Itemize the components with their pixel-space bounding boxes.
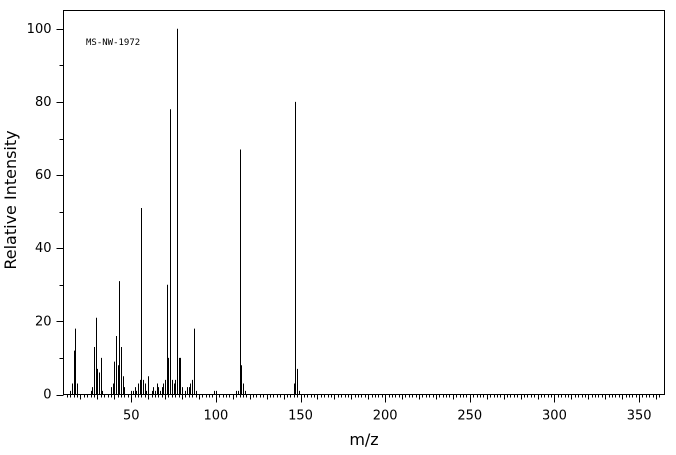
- x-tick-label: 150: [288, 409, 313, 424]
- y-ticks-layer: 0 20 40 60 80 100: [27, 22, 64, 403]
- x-tick-label: 100: [203, 409, 228, 424]
- x-tick-label: 200: [373, 409, 398, 424]
- y-tick-label: 60: [35, 168, 52, 183]
- x-ticks-layer: 50 100 150 200 250 300 350: [67, 394, 660, 424]
- x-tick-label: 50: [123, 409, 140, 424]
- x-tick-label: 250: [457, 409, 482, 424]
- y-tick-label: 80: [35, 95, 52, 110]
- x-tick-label: 300: [542, 409, 567, 424]
- y-tick-label: 0: [43, 388, 51, 403]
- y-tick-label: 100: [27, 22, 52, 37]
- y-tick-label: 40: [35, 241, 52, 256]
- spectrum-annotation: MS-NW-1972: [86, 38, 140, 48]
- plot-frame: [63, 10, 665, 395]
- bars-layer: [70, 28, 300, 395]
- y-axis-title: Relative Intensity: [1, 130, 20, 269]
- y-tick-label: 20: [35, 314, 52, 329]
- x-axis-title: m/z: [349, 430, 378, 449]
- x-tick-label: 350: [627, 409, 652, 424]
